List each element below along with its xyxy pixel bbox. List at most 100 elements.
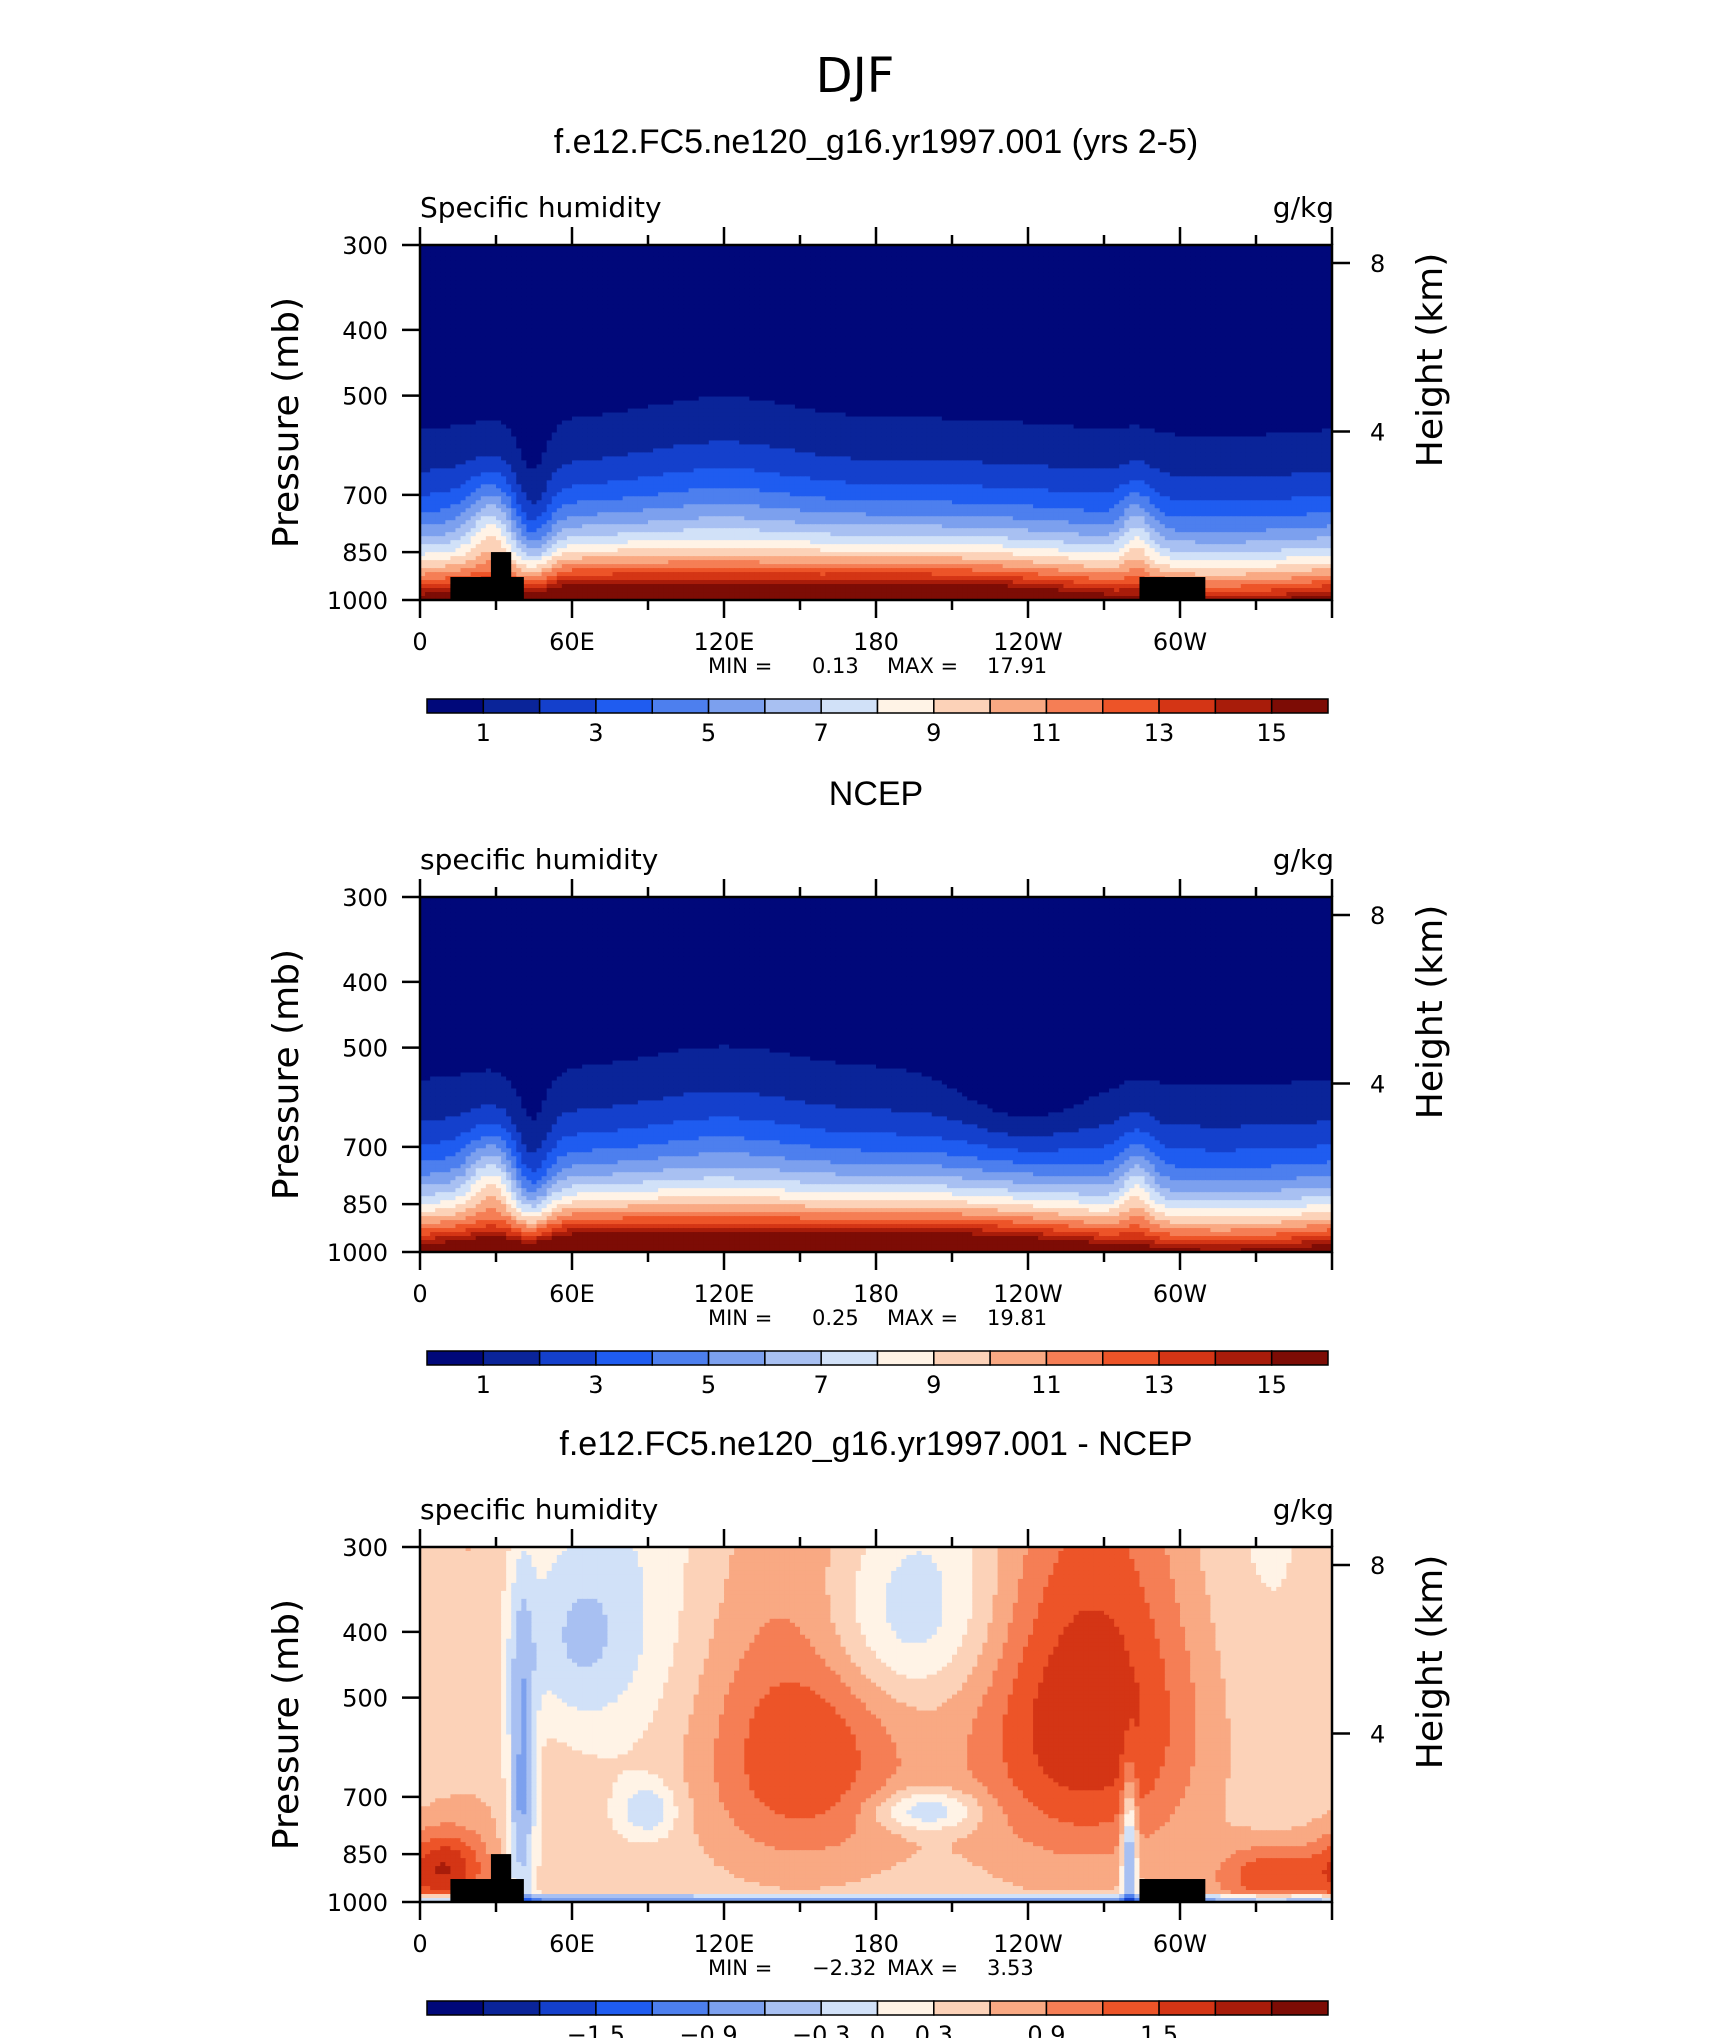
heatmap-cell bbox=[1094, 293, 1100, 298]
heatmap-cell bbox=[602, 277, 608, 282]
heatmap-cell bbox=[1165, 273, 1171, 278]
heatmap-cell bbox=[896, 289, 902, 294]
heatmap-cell bbox=[668, 269, 674, 274]
heatmap-cell bbox=[790, 273, 796, 278]
heatmap-cell bbox=[1129, 293, 1135, 298]
heatmap-cell bbox=[1302, 249, 1308, 254]
heatmap-cell bbox=[1155, 257, 1161, 262]
heatmap-cell bbox=[1180, 293, 1186, 298]
heatmap-cell bbox=[1069, 277, 1075, 282]
heatmap-cell bbox=[1094, 265, 1100, 270]
heatmap-cell bbox=[1302, 277, 1308, 282]
heatmap-cell bbox=[972, 285, 978, 290]
heatmap-cell bbox=[719, 277, 725, 282]
heatmap-cell bbox=[709, 253, 715, 258]
heatmap-cell bbox=[820, 249, 826, 254]
heatmap-cell bbox=[1266, 253, 1272, 258]
heatmap-cell bbox=[1028, 281, 1034, 286]
heatmap-cell bbox=[1069, 261, 1075, 266]
heatmap-cell bbox=[1210, 249, 1216, 254]
heatmap-cell bbox=[922, 269, 928, 274]
heatmap-cell bbox=[1291, 265, 1297, 270]
heatmap-cell bbox=[927, 265, 933, 270]
heatmap-cell bbox=[749, 273, 755, 278]
heatmap-cell bbox=[1104, 281, 1110, 286]
heatmap-cell bbox=[1322, 265, 1328, 270]
heatmap-cell bbox=[430, 297, 436, 302]
heatmap-cell bbox=[1063, 269, 1069, 274]
heatmap-cell bbox=[1236, 269, 1242, 274]
heatmap-cell bbox=[1261, 265, 1267, 270]
heatmap-cell bbox=[613, 265, 619, 270]
heatmap-cell bbox=[1221, 273, 1227, 278]
heatmap-cell bbox=[759, 281, 765, 286]
heatmap-cell bbox=[511, 249, 517, 254]
heatmap-cell bbox=[1139, 281, 1145, 286]
heatmap-cell bbox=[1322, 281, 1328, 286]
heatmap-cell bbox=[765, 269, 771, 274]
heatmap-cell bbox=[1139, 249, 1145, 254]
heatmap-cell bbox=[1043, 289, 1049, 294]
heatmap-cell bbox=[1134, 249, 1140, 254]
heatmap-cell bbox=[668, 257, 674, 262]
heatmap-cell bbox=[846, 249, 852, 254]
heatmap-cell bbox=[770, 293, 776, 298]
heatmap-cell bbox=[694, 293, 700, 298]
heatmap-cell bbox=[445, 253, 451, 258]
heatmap-cell bbox=[602, 293, 608, 298]
heatmap-cell bbox=[1190, 277, 1196, 282]
heatmap-cell bbox=[1145, 269, 1151, 274]
heatmap-cell bbox=[770, 273, 776, 278]
heatmap-cell bbox=[592, 293, 598, 298]
heatmap-cell bbox=[1129, 265, 1135, 270]
heatmap-cell bbox=[770, 249, 776, 254]
heatmap-cell bbox=[471, 253, 477, 258]
heatmap-cell bbox=[937, 289, 943, 294]
heatmap-cell bbox=[542, 253, 548, 258]
heatmap-cell bbox=[455, 257, 461, 262]
heatmap-cell bbox=[962, 253, 968, 258]
heatmap-cell bbox=[1231, 281, 1237, 286]
heatmap-cell bbox=[653, 289, 659, 294]
heatmap-cell bbox=[1013, 281, 1019, 286]
heatmap-cell bbox=[927, 261, 933, 266]
heatmap-cell bbox=[906, 253, 912, 258]
heatmap-cell bbox=[1251, 261, 1257, 266]
heatmap-cell bbox=[1013, 261, 1019, 266]
heatmap-cell bbox=[922, 289, 928, 294]
heatmap-cell bbox=[962, 285, 968, 290]
heatmap-cell bbox=[638, 277, 644, 282]
heatmap-cell bbox=[901, 257, 907, 262]
heatmap-cell bbox=[993, 261, 999, 266]
heatmap-cell bbox=[947, 281, 953, 286]
heatmap-cell bbox=[572, 249, 578, 254]
heatmap-cell bbox=[998, 285, 1004, 290]
heatmap-cell bbox=[825, 249, 831, 254]
heatmap-cell bbox=[1069, 257, 1075, 262]
heatmap-cell bbox=[1286, 249, 1292, 254]
heatmap-cell bbox=[1236, 293, 1242, 298]
heatmap-cell bbox=[1145, 261, 1151, 266]
heatmap-cell bbox=[1276, 269, 1282, 274]
heatmap-cell bbox=[911, 281, 917, 286]
heatmap-cell bbox=[987, 249, 993, 254]
heatmap-cell bbox=[1124, 265, 1130, 270]
heatmap-cell bbox=[597, 293, 603, 298]
heatmap-cell bbox=[993, 253, 999, 258]
heatmap-cell bbox=[1119, 261, 1125, 266]
heatmap-cell bbox=[618, 249, 624, 254]
heatmap-cell bbox=[947, 285, 953, 290]
heatmap-cell bbox=[511, 269, 517, 274]
heatmap-cell bbox=[1008, 253, 1014, 258]
heatmap-cell bbox=[547, 277, 553, 282]
heatmap-cell bbox=[526, 249, 532, 254]
heatmap-cell bbox=[653, 285, 659, 290]
heatmap-cell bbox=[952, 273, 958, 278]
heatmap-cell bbox=[1069, 285, 1075, 290]
heatmap-cell bbox=[1286, 289, 1292, 294]
heatmap-cell bbox=[886, 257, 892, 262]
heatmap-cell bbox=[552, 261, 558, 266]
heatmap-cell bbox=[537, 265, 543, 270]
heatmap-cell bbox=[1003, 253, 1009, 258]
heatmap-cell bbox=[841, 277, 847, 282]
